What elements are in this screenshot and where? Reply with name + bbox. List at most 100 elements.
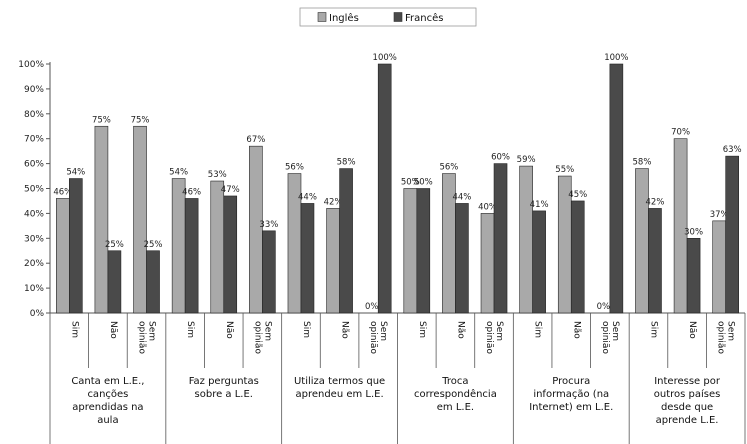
bar-frances [262,230,276,314]
category-label-line: Sim [533,321,543,338]
data-label: 56% [439,163,458,173]
data-label: 54% [169,168,188,178]
group-label: Faz perguntas sobre a L.E. [189,376,259,400]
category-label-line: opinião [600,321,610,354]
data-label: 42% [646,197,665,207]
category-label-line: Não [687,321,697,339]
bar-ingles [133,125,147,314]
data-label: 100% [604,53,628,63]
bars: 46% 54% 75% 25% 75% 25% 54% 46% 53% 47% 67% 33% 56% 4… [53,53,742,314]
group-label-line: aprendeu em L.E. [295,389,383,400]
bar-frances [339,168,353,314]
data-label: 54% [66,168,85,178]
legend: Inglês Francês [299,7,477,27]
group-label-line: informação (na [533,389,609,400]
group-label: Interesse por outros países desde que apren… [654,376,721,426]
bar-frances [725,155,739,314]
group-label-line: em L.E. [437,402,474,413]
category-label-line: Sem [610,321,620,341]
bar-frances [648,208,662,314]
data-label: 42% [324,197,343,207]
data-label: 50% [401,178,420,188]
category-label: Sim [648,321,658,338]
category-label-line: Sim [69,321,79,338]
bar-frances [609,63,624,314]
category-label: Não [108,321,118,339]
category-label-line: Não [108,321,118,339]
category-label-line: Não [455,321,465,339]
bar-ingles [635,168,649,314]
category-label: Sim [185,321,195,338]
category-label-line: Sim [417,321,427,338]
y-tick-label: 10% [24,284,44,294]
category-label: Não [687,321,697,339]
category-label: Sim [417,321,427,338]
data-label: 75% [92,115,111,125]
group-label-line: Procura [552,376,590,387]
data-label: 53% [208,170,227,180]
data-label: 37% [710,210,729,220]
bar-ingles [210,180,225,314]
bar-ingles [673,138,688,314]
legend-label-frances: Francês [405,12,443,24]
category-label-line: opinião [484,321,494,354]
bar-ingles [249,145,263,314]
category-label: Semopinião [716,321,736,354]
group-label-line: correspondência [414,388,497,400]
data-label: 75% [131,115,150,125]
data-label: 70% [671,128,690,138]
category-label: Semopinião [368,321,388,354]
bar-ingles [326,208,340,314]
data-label: 58% [337,158,356,168]
bar-frances [146,250,160,314]
category-label: Não [340,321,350,339]
x-axis-groups: Canta em L.E., canções aprendidas na aula Fa… [71,376,721,426]
data-label: 41% [530,200,549,210]
y-tick-label: 20% [24,259,44,269]
data-label: 58% [633,158,652,168]
category-label: Semopinião [252,321,272,354]
data-label: 40% [478,202,497,212]
group-label-line: desde que [661,402,713,413]
data-label: 63% [723,145,742,155]
bar-ingles [480,213,495,314]
category-label: Semopinião [484,321,504,354]
bar-ingles [94,125,109,314]
data-label: 25% [144,240,163,250]
bar-ingles [171,178,186,314]
group-label-line: Utiliza termos que [294,376,385,387]
group-label-line: Interesse por [654,376,721,387]
bar-frances [223,195,238,314]
data-label: 45% [568,190,587,200]
data-label: 59% [517,155,536,165]
category-label-line: Sem [726,321,736,341]
category-label-line: Não [571,321,581,339]
group-label-line: sobre a L.E. [195,389,253,400]
y-tick-label: 40% [24,209,44,219]
data-label: 0% [597,302,611,312]
group-label: Procura informação (na Internet) em L.E. [529,376,613,413]
bar-frances [416,188,431,314]
data-label: 25% [105,240,124,250]
legend-swatch-ingles [317,12,327,22]
bar-ingles [519,165,533,314]
group-label-line: Internet) em L.E. [529,402,613,413]
data-label: 67% [246,135,265,145]
category-label-line: opinião [716,321,726,354]
data-label: 50% [414,178,433,188]
group-label-line: canções [87,389,128,400]
category-label: Não [455,321,465,339]
category-label-line: opinião [252,321,262,354]
group-label: Utiliza termos que aprendeu em L.E. [294,376,385,400]
category-label-line: Sim [301,321,311,338]
category-label: Semopinião [137,321,157,354]
group-label-line: aula [97,415,118,426]
category-label-line: Não [340,321,350,339]
y-tick-label: 60% [24,160,44,170]
y-tick-label: 100% [18,60,44,70]
data-label: 30% [684,227,703,237]
y-tick-label: 50% [24,185,44,195]
bar-ingles [56,198,70,314]
category-label-line: Não [224,321,234,339]
